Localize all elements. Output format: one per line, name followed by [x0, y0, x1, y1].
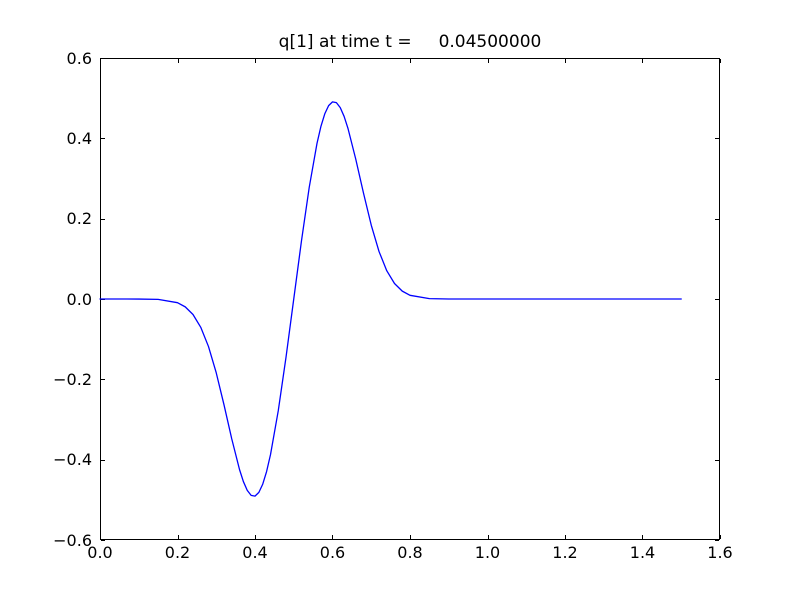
- y-tick-label: 0.4: [66, 128, 92, 148]
- y-tick-label: 0.6: [66, 48, 92, 68]
- chart-title: q[1] at time t = 0.04500000: [278, 32, 542, 52]
- x-tick-label: 1.2: [552, 543, 578, 562]
- x-tick-label: 0.6: [319, 543, 346, 562]
- x-tick-label: 0.0: [87, 543, 113, 562]
- y-tick-label: −0.4: [53, 450, 92, 470]
- y-tick-label: 0.0: [66, 289, 92, 309]
- x-tick-label: 1.4: [629, 543, 656, 562]
- y-tick-label: 0.2: [66, 209, 92, 229]
- x-tick-label: 1.6: [707, 543, 733, 562]
- line-plot-canvas: [99, 58, 721, 541]
- x-tick-label: 0.8: [397, 543, 423, 562]
- series-line-q[1]: [99, 101, 682, 497]
- plot-area: [99, 58, 721, 541]
- x-tick-label: 0.2: [164, 543, 191, 562]
- x-tick-label: 1.0: [474, 543, 501, 562]
- x-tick-label: 0.4: [242, 543, 268, 562]
- y-tick-label: −0.6: [53, 530, 92, 550]
- y-tick-label: −0.2: [53, 369, 92, 389]
